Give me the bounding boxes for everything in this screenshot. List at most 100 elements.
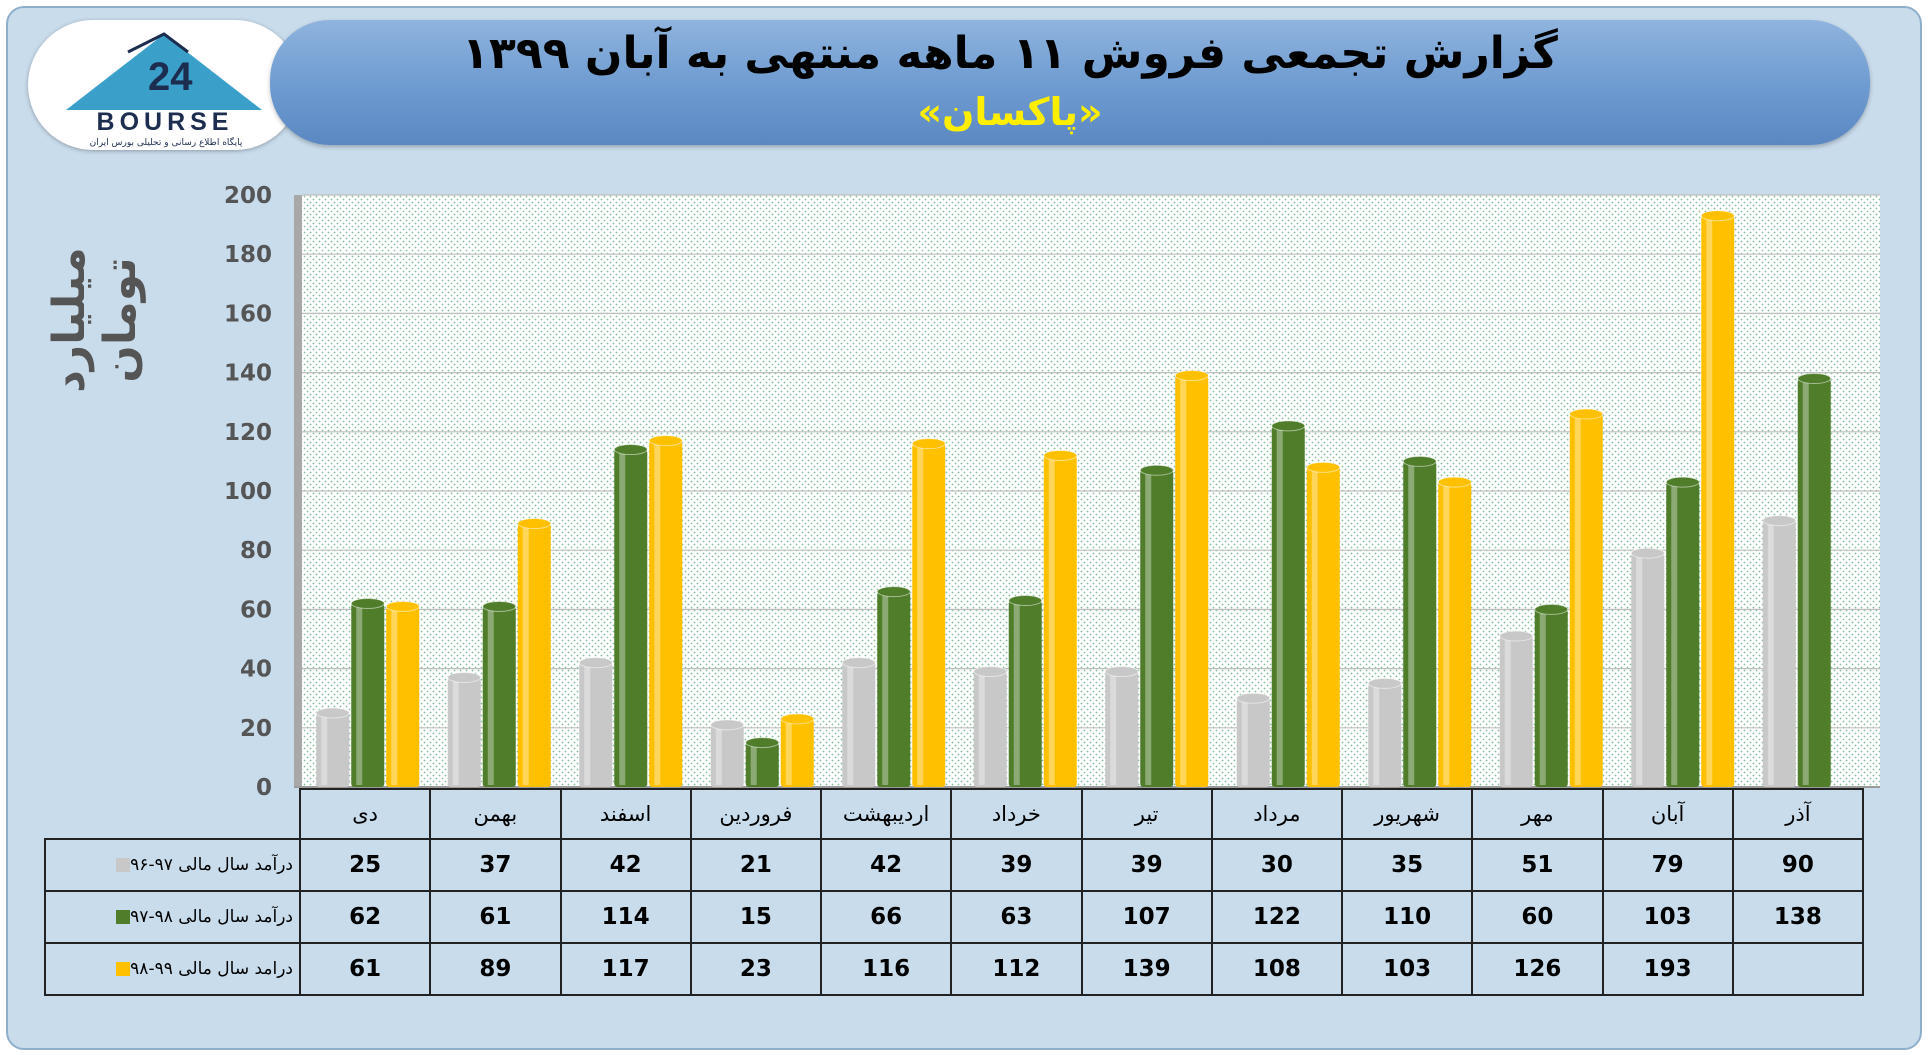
- bar: [649, 440, 683, 787]
- bar-cap: [385, 600, 420, 612]
- bar-chart: 0 20 40 60 80 100 120 140 160 180 200: [224, 183, 1880, 800]
- bar-cap: [1569, 408, 1604, 420]
- data-label: 107: [1080, 890, 1213, 944]
- chart-subtitle: «پاکسان»: [917, 90, 1103, 134]
- bar-highlight: [1504, 640, 1511, 785]
- bar-cap: [1797, 373, 1832, 385]
- y-tick-label: 60: [240, 597, 272, 623]
- bar-cap: [911, 438, 946, 450]
- bar-highlight: [978, 675, 985, 785]
- bar: [579, 662, 613, 787]
- x-tick-label: آبان: [1601, 788, 1734, 840]
- bar-highlight: [1373, 687, 1380, 785]
- bar: [1438, 482, 1472, 787]
- bar: [877, 591, 911, 787]
- logo-subtitle: پایگاه اطلاع رسانی و تحلیلی بورس ایران: [89, 138, 243, 148]
- bar: [1368, 683, 1402, 787]
- bar: [1043, 455, 1077, 787]
- legend-entry: درآمد سال مالی ۹۷-۹۶: [44, 838, 301, 892]
- bar-highlight: [847, 666, 854, 785]
- bar: [316, 713, 350, 787]
- x-tick-label: فروردین: [689, 788, 823, 840]
- bar-cap: [1534, 603, 1569, 615]
- data-label: 112: [950, 942, 1083, 996]
- data-label: 138: [1731, 890, 1865, 944]
- data-label: 51: [1471, 838, 1604, 892]
- bar-cap: [1139, 464, 1174, 476]
- bar-cap: [350, 597, 385, 609]
- bar: [1403, 461, 1437, 787]
- bar-cap: [1306, 461, 1341, 473]
- bar-highlight: [750, 746, 757, 785]
- data-label: 139: [1080, 942, 1213, 996]
- x-tick-label: اسفند: [559, 788, 692, 840]
- bar-cap: [613, 444, 648, 456]
- data-label: 79: [1601, 838, 1734, 892]
- bar-highlight: [619, 453, 626, 785]
- data-label: 108: [1210, 942, 1344, 996]
- bar: [1797, 378, 1831, 787]
- bar: [1631, 553, 1665, 787]
- bar: [517, 523, 551, 787]
- data-label: 61: [298, 942, 432, 996]
- bar-highlight: [487, 610, 494, 785]
- bar-cap: [1104, 666, 1139, 678]
- bar: [1175, 375, 1209, 787]
- bar-highlight: [715, 728, 722, 785]
- bar-highlight: [584, 666, 591, 785]
- bar-highlight: [917, 447, 924, 785]
- bar: [447, 677, 481, 787]
- bar-cap: [1437, 476, 1472, 488]
- bar-highlight: [391, 610, 398, 785]
- data-label: 63: [950, 890, 1083, 944]
- y-tick-label: 20: [240, 716, 272, 742]
- table-row: درامد سال مالی ۹۹-۹۸ 61 89 117 23 116 112 139 10…: [44, 942, 1865, 996]
- bar-highlight: [1013, 604, 1020, 785]
- bar-cap: [517, 518, 552, 530]
- y-tick-label: 120: [224, 420, 272, 446]
- bar: [780, 718, 814, 787]
- bar-highlight: [1574, 418, 1581, 785]
- bar: [973, 671, 1007, 787]
- bar-highlight: [785, 722, 792, 785]
- bar-cap: [780, 713, 815, 725]
- bar-highlight: [1180, 379, 1187, 785]
- bar-cap: [1367, 677, 1402, 689]
- data-label: 126: [1471, 942, 1604, 996]
- bar-highlight: [1110, 675, 1117, 785]
- logo-mark-icon: 24: [66, 32, 262, 110]
- x-tick-label: دی: [298, 788, 432, 840]
- bar-cap: [1174, 370, 1209, 382]
- data-label: 114: [559, 890, 692, 944]
- data-label: 122: [1210, 890, 1344, 944]
- legend-entry: درامد سال مالی ۹۹-۹۸: [44, 942, 301, 996]
- data-label: 21: [689, 838, 823, 892]
- data-label: 110: [1340, 890, 1474, 944]
- x-tick-label: شهریور: [1340, 788, 1474, 840]
- x-tick-label: بهمن: [429, 788, 562, 840]
- bar-highlight: [1443, 486, 1450, 785]
- data-label: 61: [429, 890, 562, 944]
- legend-key: [116, 962, 131, 976]
- bar: [1701, 215, 1735, 788]
- y-axis-label: میلیارد تومان: [44, 247, 146, 393]
- title-banner: گزارش تجمعی فروش ۱۱ ماهه منتهی به آبان ۱…: [270, 20, 1870, 145]
- data-label: 117: [559, 942, 692, 996]
- bar-highlight: [1671, 486, 1678, 785]
- bar: [1236, 698, 1270, 787]
- bar-cap: [1043, 449, 1078, 461]
- data-label: 39: [950, 838, 1083, 892]
- bar-cap: [482, 600, 517, 612]
- bar: [842, 662, 876, 787]
- bar-highlight: [452, 681, 459, 785]
- bar-highlight: [1706, 219, 1713, 786]
- x-tick-label: خرداد: [950, 788, 1083, 840]
- bar-highlight: [1539, 613, 1546, 785]
- x-tick-label: مرداد: [1210, 788, 1344, 840]
- bar: [1008, 600, 1042, 787]
- bar: [1271, 425, 1305, 787]
- bar: [1569, 414, 1603, 787]
- bar-cap: [447, 671, 482, 683]
- data-label: 42: [559, 838, 692, 892]
- bar-cap: [876, 586, 911, 598]
